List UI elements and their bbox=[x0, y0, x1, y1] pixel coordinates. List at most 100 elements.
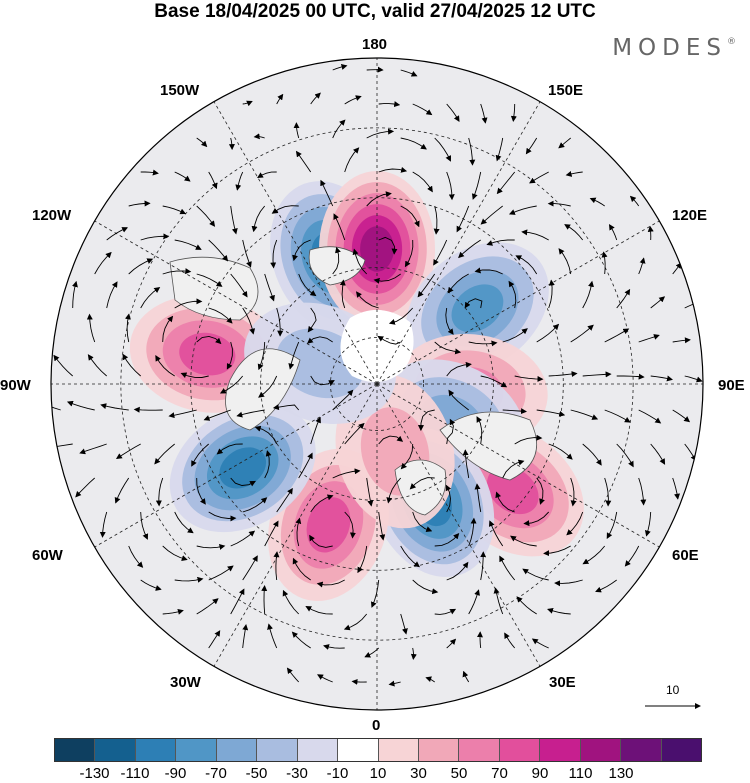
wind-vector bbox=[474, 267, 503, 275]
wind-vector bbox=[261, 585, 268, 615]
wind-vector bbox=[412, 511, 433, 533]
wind-vector bbox=[570, 409, 599, 420]
wind-vector bbox=[378, 236, 398, 255]
wind-vector bbox=[140, 579, 162, 591]
wind-vector bbox=[548, 371, 578, 377]
wind-vector bbox=[514, 434, 543, 445]
colorbar-tick-label: -30 bbox=[286, 765, 308, 782]
wind-vector bbox=[638, 257, 646, 275]
colorbar-tick-label: -130 bbox=[79, 765, 110, 782]
lon-label-180: 180 bbox=[362, 36, 388, 53]
anomaly-contour bbox=[306, 497, 351, 553]
wind-vector bbox=[226, 341, 233, 370]
wind-vector bbox=[650, 375, 673, 382]
lon-label-60e: 60E bbox=[672, 547, 699, 564]
wind-vector bbox=[323, 644, 345, 650]
wind-vector bbox=[162, 205, 187, 215]
wind-vector bbox=[242, 497, 268, 513]
wind-vector bbox=[604, 328, 630, 343]
wind-vector bbox=[638, 409, 662, 424]
wind-vector bbox=[644, 511, 652, 537]
wind-vector bbox=[480, 205, 503, 225]
wind-vector bbox=[251, 205, 266, 233]
wind-vector bbox=[468, 517, 477, 547]
wind-vector bbox=[230, 205, 238, 235]
wind-vector bbox=[570, 324, 594, 343]
wind-vector bbox=[378, 166, 408, 173]
wind-vector bbox=[554, 579, 583, 587]
anomaly-low-60w bbox=[169, 403, 316, 533]
wind-vector bbox=[298, 273, 317, 297]
lon-label-120e: 120E bbox=[672, 207, 708, 224]
wind-vector bbox=[409, 477, 435, 490]
wind-vector bbox=[502, 459, 525, 479]
wind-vector bbox=[672, 409, 691, 423]
wind-vector bbox=[276, 93, 284, 105]
wind-vector bbox=[400, 545, 420, 568]
wind-vector bbox=[180, 372, 209, 379]
wind-vector bbox=[128, 545, 144, 568]
wind-vector bbox=[373, 273, 401, 284]
wind-vector bbox=[196, 335, 222, 345]
colorbar-segment bbox=[580, 739, 622, 761]
wind-vector bbox=[333, 213, 346, 241]
wind-vector bbox=[458, 239, 481, 259]
wind-vector bbox=[543, 545, 571, 557]
wind-vector bbox=[547, 607, 571, 615]
wind-vector bbox=[203, 409, 231, 421]
wind-vector bbox=[638, 334, 660, 343]
lon-label-30e: 30E bbox=[549, 674, 576, 691]
wind-vector bbox=[307, 307, 317, 333]
lon-label-150w: 150W bbox=[160, 82, 200, 99]
wind-vector bbox=[638, 477, 647, 506]
wind-vector bbox=[529, 171, 549, 184]
wind-vector bbox=[378, 511, 386, 541]
wind-vector bbox=[66, 400, 95, 411]
wind-vector bbox=[464, 298, 483, 309]
wind-vector bbox=[162, 545, 188, 561]
wind-vector bbox=[316, 579, 345, 588]
wind-vector bbox=[242, 555, 258, 581]
wind-vector bbox=[292, 239, 311, 262]
wind-vector bbox=[647, 225, 654, 241]
wind-vector bbox=[604, 477, 612, 507]
wind-vector bbox=[174, 171, 191, 182]
colorbar-segment bbox=[95, 739, 136, 761]
wind-vector bbox=[288, 341, 300, 370]
wind-vector bbox=[582, 371, 612, 378]
wind-vector bbox=[125, 313, 131, 343]
wind-vector bbox=[522, 568, 549, 581]
wind-vector bbox=[582, 443, 602, 466]
wind-vector bbox=[332, 468, 361, 479]
wind-vector bbox=[174, 576, 204, 583]
wind-vector bbox=[174, 239, 202, 250]
wind-vector bbox=[495, 491, 515, 513]
wind-vector bbox=[412, 171, 433, 193]
colorbar-tick-label: 110 bbox=[568, 765, 593, 782]
wind-vector bbox=[565, 171, 583, 177]
wind-vector bbox=[344, 95, 362, 105]
wind-vector bbox=[386, 477, 402, 504]
wind-vector bbox=[604, 409, 631, 423]
colorbar-tick-label: -50 bbox=[245, 765, 268, 782]
wind-vector bbox=[242, 624, 249, 649]
wind-vector bbox=[242, 100, 253, 107]
wind-vector bbox=[140, 511, 149, 540]
wind-vector bbox=[162, 608, 184, 615]
wind-vector bbox=[480, 103, 488, 124]
wind-vector bbox=[155, 355, 175, 377]
wind-vector bbox=[264, 520, 279, 547]
wind-vector bbox=[155, 477, 164, 507]
wind-vector bbox=[480, 551, 487, 581]
wind-vector bbox=[320, 179, 334, 207]
wind-vector bbox=[208, 511, 237, 522]
wind-vector bbox=[264, 450, 272, 479]
wind-vector bbox=[523, 511, 550, 527]
wind-vector bbox=[672, 477, 681, 500]
wind-vector bbox=[366, 128, 395, 139]
wind-vector bbox=[366, 477, 374, 507]
wind-vector bbox=[566, 511, 584, 536]
wind-vector bbox=[366, 191, 392, 207]
wind-vector bbox=[339, 279, 346, 309]
